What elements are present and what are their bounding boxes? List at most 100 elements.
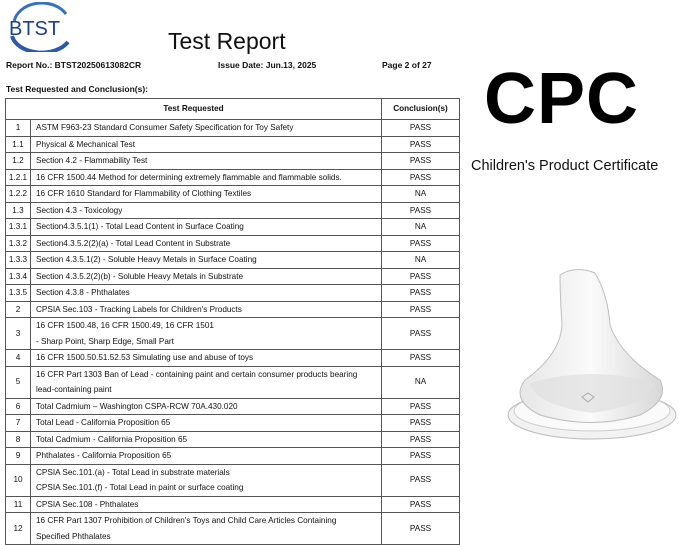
row-number: 1.3.3 — [5, 251, 31, 269]
conclusion: PASS — [381, 152, 460, 170]
test-requested: 16 CFR Part 1307 Prohibition of Children… — [30, 512, 382, 545]
conclusion: PASS — [381, 512, 460, 545]
test-line: Total Lead - California Proposition 65 — [36, 418, 171, 427]
table-row: 1.2 Section 4.2 - Flammability Test PASS — [5, 152, 460, 170]
conclusion: NA — [381, 185, 460, 203]
section-title: Test Requested and Conclusion(s): — [6, 84, 148, 94]
conclusion: NA — [381, 218, 460, 236]
row-number: 5 — [5, 365, 31, 399]
table-row: 1.3.2 Section4.3.5.2(2)(a) - Total Lead C… — [5, 234, 460, 252]
table-row: 2 CPSIA Sec.103 - Tracking Labels for Chi… — [5, 300, 460, 318]
test-line: ASTM F963-23 Standard Consumer Safety Sp… — [36, 123, 294, 132]
test-line: Section4.3.5.2(2)(a) - Total Lead Conten… — [36, 238, 231, 248]
test-requested: Section4.3.5.1(1) - Total Lead Content i… — [30, 218, 382, 236]
test-table: Test Requested Conclusion(s) 1 ASTM F963-… — [5, 98, 460, 545]
test-line: Total Cadmium - California Proposition 6… — [36, 434, 188, 444]
table-row: 1.1 Physical & Mechanical Test PASS — [5, 135, 460, 153]
table-row: 10 CPSIA Sec.101.(a) - Total Lead in subs… — [5, 463, 460, 497]
cpc-title: CPC — [484, 59, 640, 139]
page-number: Page 2 of 27 — [382, 60, 432, 70]
test-line: 16 CFR Part 1303 Ban of Lead - containin… — [36, 369, 358, 379]
test-line: Section 4.3.5.1(2) - Soluble Heavy Metal… — [36, 255, 257, 264]
table-row: 8 Total Cadmium - California Proposition … — [5, 430, 460, 448]
row-number: 1.3.5 — [5, 284, 31, 302]
row-number: 10 — [5, 463, 31, 497]
issue-date: Issue Date: Jun.13, 2025 — [218, 60, 317, 70]
test-requested: Section 4.3 - Toxicology — [30, 201, 382, 219]
row-number: 1.3.4 — [5, 267, 31, 285]
row-number: 1 — [5, 119, 31, 137]
conclusion: PASS — [381, 135, 460, 153]
row-number: 1.1 — [5, 135, 31, 153]
header-test-requested: Test Requested — [5, 98, 382, 120]
test-line: 16 CFR 1500.44 Method for determining ex… — [36, 172, 342, 182]
row-number: 8 — [5, 430, 31, 448]
test-line: Phthalates - California Proposition 65 — [36, 451, 172, 460]
report-number: Report No.: BTST20250613082CR — [6, 60, 142, 70]
row-number: 2 — [5, 300, 31, 318]
conclusion: PASS — [381, 349, 460, 367]
test-requested: CPSIA Sec.103 - Tracking Labels for Chil… — [30, 300, 382, 318]
row-number: 9 — [5, 447, 31, 465]
test-requested: 16 CFR Part 1303 Ban of Lead - containin… — [30, 365, 382, 399]
conclusion: PASS — [381, 119, 460, 137]
conclusion: PASS — [381, 201, 460, 219]
test-line: 16 CFR 1500.48, 16 CFR 1500.49, 16 CFR 1… — [36, 321, 214, 330]
row-number: 1.3.2 — [5, 234, 31, 252]
conclusion: PASS — [381, 317, 460, 350]
conclusion: PASS — [381, 463, 460, 497]
test-requested: 16 CFR 1500.44 Method for determining ex… — [30, 168, 382, 186]
test-line: Section 4.3.5.2(2)(b) - Soluble Heavy Me… — [36, 271, 244, 281]
conclusion: PASS — [381, 447, 460, 465]
table-row: 1.3 Section 4.3 - Toxicology PASS — [5, 201, 460, 219]
page-title: Test Report — [168, 28, 286, 54]
test-requested: ASTM F963-23 Standard Consumer Safety Sp… — [30, 119, 382, 137]
conclusion: PASS — [381, 168, 460, 186]
row-number: 7 — [5, 414, 31, 432]
row-number: 6 — [5, 397, 31, 415]
table-row: 1.3.4 Section 4.3.5.2(2)(b) - Soluble Hea… — [5, 267, 460, 285]
table-row: 1.3.1 Section4.3.5.1(1) - Total Lead Cont… — [5, 218, 460, 236]
table-row: 3 16 CFR 1500.48, 16 CFR 1500.49, 16 CFR … — [5, 317, 460, 350]
test-requested: Total Lead - California Proposition 65 — [30, 414, 382, 432]
bottle-nipple-image — [507, 269, 677, 440]
conclusion: PASS — [381, 284, 460, 302]
test-requested: Physical & Mechanical Test — [30, 135, 382, 153]
test-line: CPSIA Sec.101.(f) - Total Lead in paint … — [36, 483, 244, 492]
test-line: Total Cadmium – Washington CSPA-RCW 70A.… — [36, 401, 238, 411]
test-line: Section4.3.5.1(1) - Total Lead Content i… — [36, 222, 244, 231]
test-line: Section 4.2 - Flammability Test — [36, 156, 148, 165]
test-requested: CPSIA Sec.108 - Phthalates — [30, 495, 382, 513]
test-requested: 16 CFR 1500.50.51.52.53 Simulating use a… — [30, 349, 382, 367]
test-requested: Section4.3.5.2(2)(a) - Total Lead Conten… — [30, 234, 382, 252]
conclusion: PASS — [381, 430, 460, 448]
test-line: Specified Phthalates — [36, 531, 111, 541]
test-line: Section 4.3 - Toxicology — [36, 205, 123, 215]
certificate-subtitle: Children's Product Certificate — [471, 158, 659, 174]
conclusion: NA — [381, 365, 460, 399]
conclusion: PASS — [381, 234, 460, 252]
test-requested: Total Cadmium – Washington CSPA-RCW 70A.… — [30, 397, 382, 415]
row-number: 1.2.2 — [5, 185, 31, 203]
header-conclusion: Conclusion(s) — [381, 98, 460, 120]
test-line: CPSIA Sec.103 - Tracking Labels for Chil… — [36, 304, 242, 314]
table-row: 1.2.1 16 CFR 1500.44 Method for determini… — [5, 168, 460, 186]
conclusion: PASS — [381, 495, 460, 513]
test-requested: Total Cadmium - California Proposition 6… — [30, 430, 382, 448]
test-line: Physical & Mechanical Test — [36, 139, 136, 149]
conclusion: PASS — [381, 414, 460, 432]
table-row: 4 16 CFR 1500.50.51.52.53 Simulating use … — [5, 349, 460, 367]
conclusion: PASS — [381, 267, 460, 285]
test-line: Section 4.3.8 - Phthalates — [36, 288, 130, 297]
test-requested: Section 4.2 - Flammability Test — [30, 152, 382, 170]
row-number: 3 — [5, 317, 31, 350]
test-line: 16 CFR 1500.50.51.52.53 Simulating use a… — [36, 353, 254, 362]
test-requested: CPSIA Sec.101.(a) - Total Lead in substr… — [30, 463, 382, 497]
test-requested: 16 CFR 1500.48, 16 CFR 1500.49, 16 CFR 1… — [30, 317, 382, 350]
conclusion: PASS — [381, 300, 460, 318]
test-requested: Section 4.3.8 - Phthalates — [30, 284, 382, 302]
table-row: 12 16 CFR Part 1307 Prohibition of Childr… — [5, 512, 460, 545]
btst-logo: BTST — [9, 2, 70, 52]
row-number: 4 — [5, 349, 31, 367]
row-number: 1.2 — [5, 152, 31, 170]
